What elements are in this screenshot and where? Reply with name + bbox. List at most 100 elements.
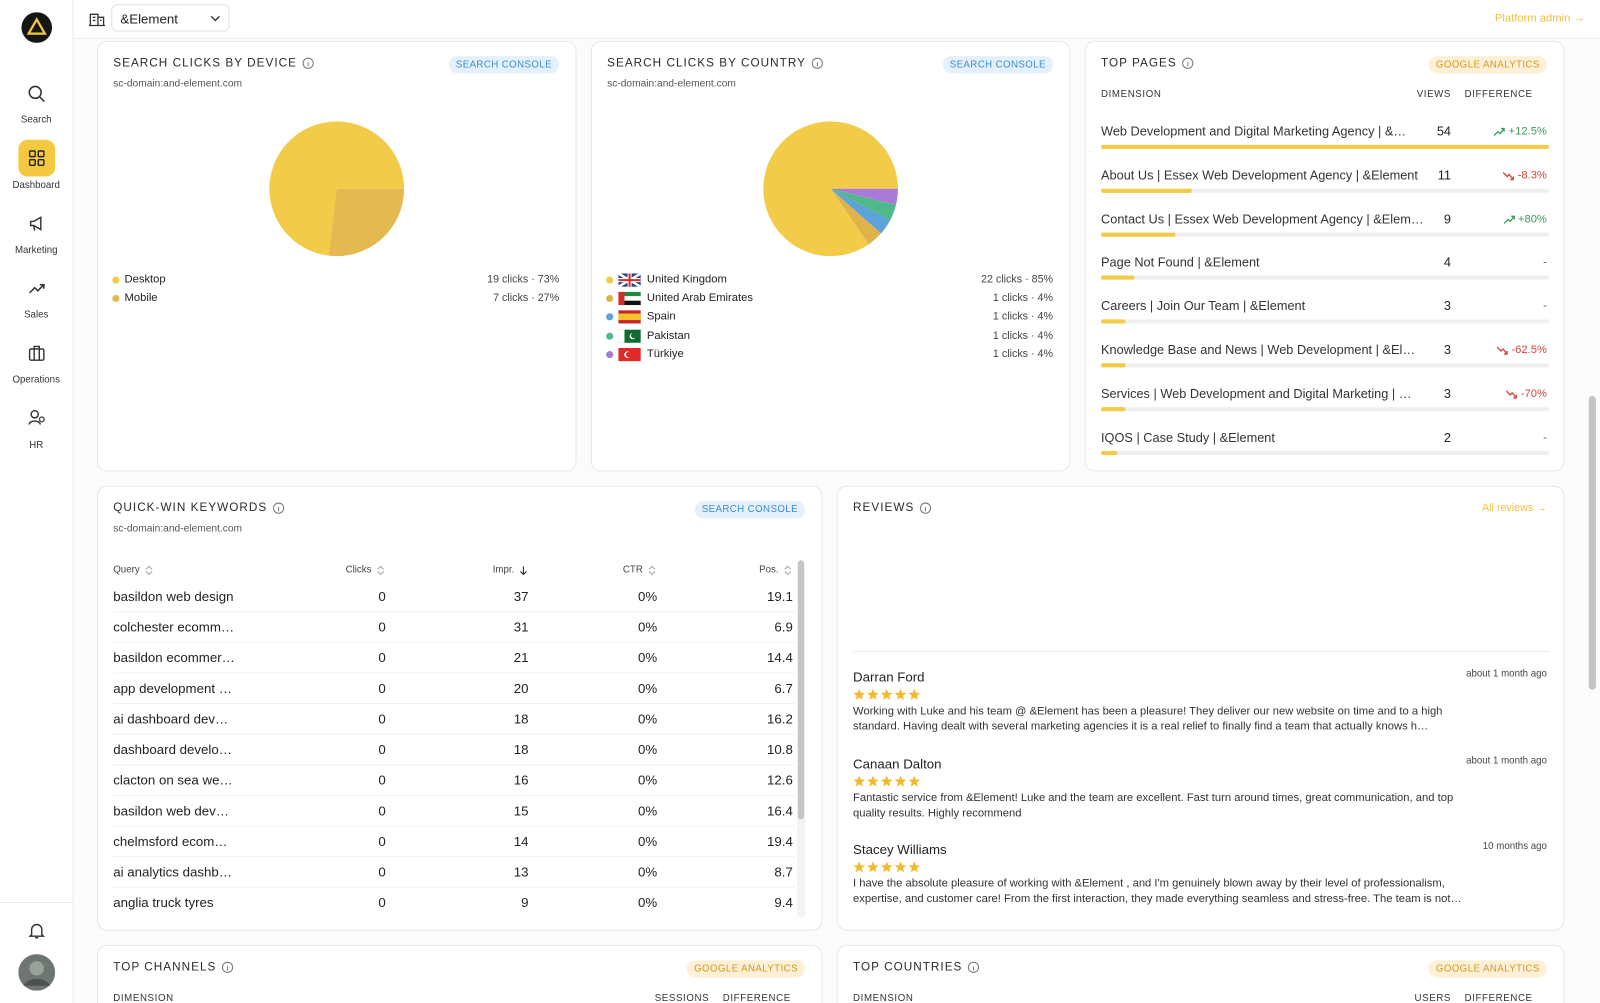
source-badge: SEARCH CONSOLE [694,501,806,519]
flag-part [631,332,637,338]
sort-desc-icon [520,566,527,576]
pie-slice [830,188,891,234]
keyword-cell: 16.2 [767,711,793,727]
notifications-icon[interactable] [28,921,46,939]
review-time: 10 months ago [1482,840,1547,853]
page-difference: -70% [1520,387,1547,400]
nav-active[interactable] [18,139,56,177]
rating-stars [853,774,921,787]
nav-label[interactable]: Sales [24,309,49,321]
keyword-cell: 6.7 [774,680,793,696]
legend-value: 7 clicks · 27% [493,292,560,305]
trend-up-icon [1494,127,1506,137]
column-header: SESSIONS [654,992,710,1003]
nav-label[interactable]: Marketing [14,244,58,257]
marketing-icon[interactable] [28,214,46,232]
legend-value: 1 clicks · 4% [992,329,1054,342]
views-bar [1101,406,1126,412]
pie-slice [763,121,898,257]
flag-part [618,329,625,343]
column-header: Clicks [345,564,372,576]
keyword-cell: 0 [378,680,386,696]
sort-path [377,565,385,576]
views-bar [1101,188,1193,193]
keyword-cell: 8.7 [774,864,793,880]
logo[interactable] [21,12,53,43]
keyword-query: colchester ecomm… [113,619,235,635]
page-views: 3 [1443,299,1452,314]
card-subtitle: sc-domain:and-element.com [113,78,243,90]
keyword-cell: 0% [637,741,658,758]
row-divider [113,733,795,735]
card-title: TOP COUNTRIES [853,961,963,974]
sort-path [145,565,153,576]
keyword-query: ai analytics dashb… [113,864,232,880]
trend-up-icon [1503,215,1515,224]
keyword-cell: 19.4 [767,833,793,849]
keyword-cell: 0 [378,803,386,819]
star [894,861,907,873]
star [853,688,866,700]
search-icon[interactable] [28,85,46,103]
stars [853,861,921,873]
reviewer-name: Canaan Dalton [853,755,942,771]
avatar[interactable] [18,954,56,991]
info-icon [811,57,823,69]
column-header: CTR [622,564,643,576]
nav-label[interactable]: Operations [12,374,60,386]
card-title: SEARCH CLICKS BY COUNTRY [607,57,806,70]
flag-part [618,292,641,297]
info-circle [221,961,234,973]
platform-admin-link[interactable]: Platform admin → [1494,12,1585,25]
card-title: QUICK-WIN KEYWORDS [113,502,268,515]
nav-label[interactable]: HR [29,439,44,452]
page-difference: - [1543,256,1547,269]
org-select[interactable]: &Element [111,4,230,32]
hr-icon[interactable] [28,408,46,426]
row-divider [113,856,795,858]
top-countries-card: TOP COUNTRIES GOOGLE ANALYTICS DIMENSION… [836,944,1565,1003]
legend-label: Mobile [124,292,158,305]
card-subtitle: sc-domain:and-element.com [607,78,736,90]
keyword-cell: 9 [521,894,529,911]
info-circle [302,57,314,69]
row-divider [113,794,795,796]
keyword-cell: 0% [637,680,658,696]
pie-chart [269,121,405,257]
flag [618,347,641,362]
nav-label[interactable]: Dashboard [12,179,60,191]
source-badge: GOOGLE ANALYTICS [1428,960,1547,978]
all-reviews-link[interactable]: All reviews → [1482,502,1547,515]
keyword-cell: 0% [637,711,658,727]
star [908,688,921,700]
sort-icon [145,565,153,576]
star [853,861,866,873]
sales-icon[interactable] [28,280,46,298]
views-bar [1101,450,1118,455]
scroll-thumb[interactable] [797,560,805,820]
keyword-query: anglia truck tyres [113,894,214,911]
sort-path [784,565,792,576]
column-header: VIEWS [1416,88,1452,100]
keyword-cell: 0% [637,619,658,635]
column-header: Query [113,564,140,576]
flag-part [618,300,641,306]
keyword-query: basildon web design [113,588,234,605]
page-scrollbar[interactable] [1588,395,1596,690]
info-icon [272,502,285,514]
nav-label[interactable]: Search [20,114,52,126]
bar-track [1101,275,1549,280]
keyword-cell: 0 [378,619,386,635]
stars [853,774,921,787]
column-header: USERS [1414,992,1452,1003]
pie-slice [830,188,882,245]
rating-stars [853,861,921,873]
legend-value: 19 clicks · 73% [487,273,560,286]
keyword-query: basildon web dev… [113,803,230,819]
views-bar [1101,363,1126,368]
legend-dot [606,276,614,284]
legend-label: Spain [646,310,676,323]
dashboard-icon [28,150,45,167]
operations-icon[interactable] [28,344,46,362]
